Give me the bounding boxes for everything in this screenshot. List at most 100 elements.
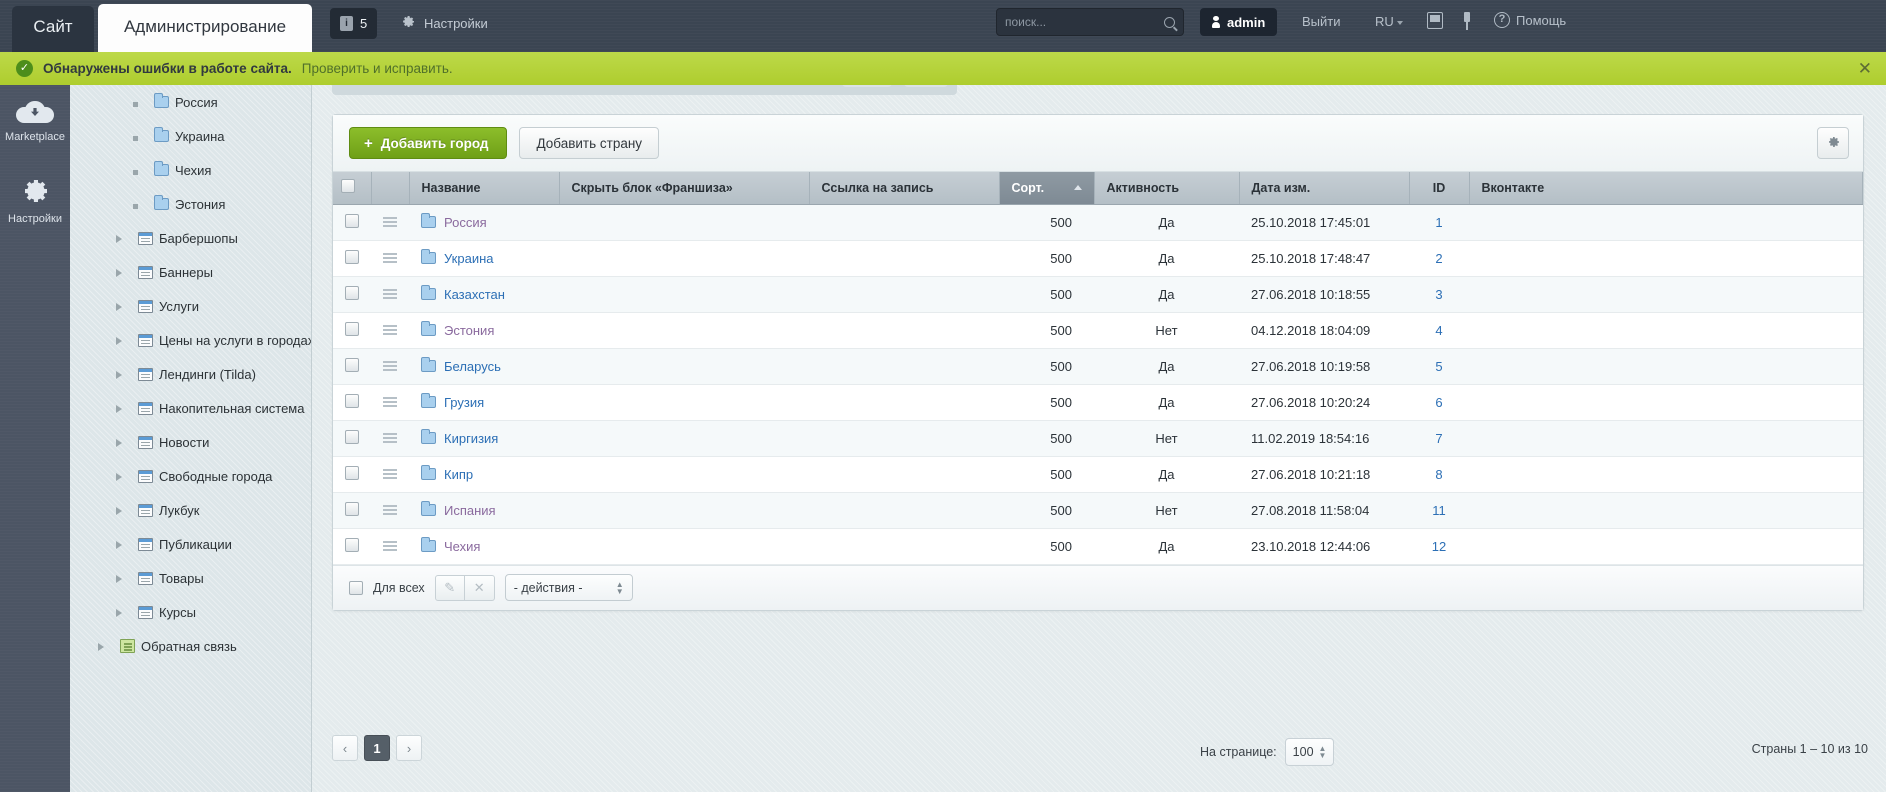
drag-handle-icon[interactable] [383,252,397,263]
cell-id[interactable]: 5 [1409,348,1469,385]
expand-triangle-icon[interactable] [106,435,132,450]
country-link[interactable]: Казахстан [444,286,505,302]
expand-triangle-icon[interactable] [106,605,132,620]
expand-triangle-icon[interactable] [88,639,114,654]
row-drag-cell[interactable] [371,384,409,421]
column-header-active[interactable]: Активность [1094,172,1240,205]
mobile-view-icon[interactable] [1427,12,1443,29]
table-row[interactable]: Грузия 500 Да 27.06.2018 10:20:24 6 [333,384,1863,421]
id-link[interactable]: 1 [1435,214,1443,230]
sidebar-item-8[interactable]: Лендинги (Tilda) [70,357,311,391]
row-checkbox-cell[interactable] [333,240,371,277]
country-link[interactable]: Эстония [444,322,495,338]
row-checkbox[interactable] [345,537,359,552]
country-link[interactable]: Украина [444,250,494,266]
cell-id[interactable]: 4 [1409,312,1469,349]
expand-triangle-icon[interactable] [106,537,132,552]
sidebar-item-7[interactable]: Цены на услуги в городах [70,323,311,357]
column-header-record-link[interactable]: Ссылка на запись [809,172,1000,205]
table-row[interactable]: Украина 500 Да 25.10.2018 17:48:47 2 [333,240,1863,277]
sidebar-item-16[interactable]: Обратная связь [70,629,311,663]
table-row[interactable]: Беларусь 500 Да 27.06.2018 10:19:58 5 [333,348,1863,385]
sidebar-item-3[interactable]: Эстония [70,187,311,221]
cell-id[interactable]: 1 [1409,204,1469,241]
id-link[interactable]: 7 [1435,430,1443,446]
sidebar-item-6[interactable]: Услуги [70,289,311,323]
cell-name[interactable]: Испания [409,492,559,529]
sidebar-item-9[interactable]: Накопительная система [70,391,311,425]
cell-name[interactable]: Кипр [409,456,559,493]
row-checkbox[interactable] [345,393,359,408]
column-header-check[interactable] [333,172,372,205]
id-link[interactable]: 5 [1435,358,1443,374]
row-checkbox-cell[interactable] [333,384,371,421]
logout-link[interactable]: Выйти [1302,14,1341,29]
per-page-select[interactable]: 100 ▲ ▼ [1284,738,1335,766]
row-drag-cell[interactable] [371,204,409,241]
row-checkbox-cell[interactable] [333,420,371,457]
column-header-id[interactable]: ID [1409,172,1470,205]
add-city-button[interactable]: + Добавить город [349,127,508,159]
expand-triangle-icon[interactable] [106,367,132,382]
rail-item-marketplace[interactable]: Marketplace [0,101,70,143]
expand-triangle-icon[interactable] [106,401,132,416]
page-next-button[interactable]: › [396,735,422,761]
expand-triangle-icon[interactable] [106,299,132,314]
row-checkbox-cell[interactable] [333,456,371,493]
expand-triangle-icon[interactable] [106,231,132,246]
row-checkbox[interactable] [345,501,359,516]
page-1-button[interactable]: 1 [364,735,390,761]
rail-item-settings[interactable]: Настройки [0,175,70,225]
row-checkbox[interactable] [345,321,359,336]
drag-handle-icon[interactable] [383,360,397,371]
row-drag-cell[interactable] [371,312,409,349]
cell-name[interactable]: Казахстан [409,276,559,313]
search-box[interactable] [996,8,1184,36]
cell-name[interactable]: Грузия [409,384,559,421]
row-checkbox[interactable] [345,429,359,444]
sidebar-item-1[interactable]: Украина [70,119,311,153]
row-checkbox-cell[interactable] [333,312,371,349]
topbar-settings-button[interactable]: Настройки [400,8,488,39]
sidebar-item-12[interactable]: Лукбук [70,493,311,527]
country-link[interactable]: Кипр [444,466,474,482]
column-header-sort[interactable]: Сорт. [999,172,1095,205]
id-link[interactable]: 11 [1432,502,1446,518]
grid-settings-button[interactable] [1817,127,1849,159]
row-checkbox[interactable] [345,249,359,264]
row-drag-cell[interactable] [371,456,409,493]
expand-triangle-icon[interactable] [106,503,132,518]
cell-name[interactable]: Чехия [409,528,559,565]
expand-triangle-icon[interactable] [106,333,132,348]
id-link[interactable]: 2 [1435,250,1443,266]
table-row[interactable]: Эстония 500 Нет 04.12.2018 18:04:09 4 [333,312,1863,349]
country-link[interactable]: Испания [444,502,496,518]
expand-triangle-icon[interactable] [106,265,132,280]
table-row[interactable]: Казахстан 500 Да 27.06.2018 10:18:55 3 [333,276,1863,313]
row-checkbox[interactable] [345,213,359,228]
sidebar-item-11[interactable]: Свободные города [70,459,311,493]
row-checkbox[interactable] [345,285,359,300]
country-link[interactable]: Грузия [444,394,485,410]
pin-icon[interactable] [1461,12,1473,30]
notifications-button[interactable]: i 5 [330,8,378,39]
row-checkbox-cell[interactable] [333,348,371,385]
id-link[interactable]: 8 [1435,466,1443,482]
page-prev-button[interactable]: ‹ [332,735,358,761]
cell-name[interactable]: Украина [409,240,559,277]
sidebar-item-14[interactable]: Товары [70,561,311,595]
sidebar-item-15[interactable]: Курсы [70,595,311,629]
drag-handle-icon[interactable] [383,396,397,407]
row-checkbox-cell[interactable] [333,204,371,241]
actions-select[interactable]: - действия - ▲ ▼ [504,574,633,601]
pagination[interactable]: ‹ 1 › [332,735,422,761]
cell-id[interactable]: 2 [1409,240,1469,277]
column-header-name[interactable]: Название [409,172,560,205]
row-checkbox[interactable] [345,465,359,480]
country-link[interactable]: Беларусь [444,358,501,374]
tab-site[interactable]: Сайт [12,6,94,52]
sidebar-item-13[interactable]: Публикации [70,527,311,561]
row-drag-cell[interactable] [371,420,409,457]
select-all-rows-checkbox[interactable] [349,580,363,595]
table-row[interactable]: Россия 500 Да 25.10.2018 17:45:01 1 [333,204,1863,241]
